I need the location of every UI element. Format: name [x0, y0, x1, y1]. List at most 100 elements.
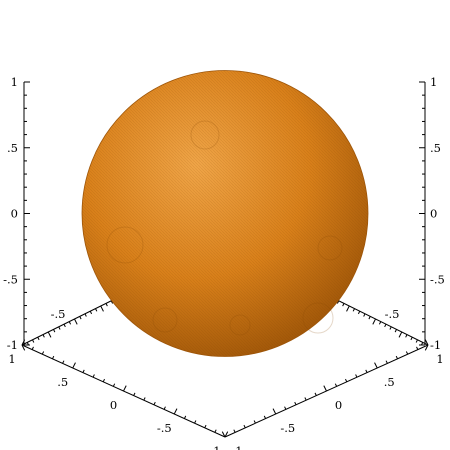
- x-tick: [82, 369, 85, 373]
- y-tick: [294, 401, 297, 406]
- y-tick: [284, 406, 287, 410]
- y-tick: [424, 339, 429, 346]
- x-back-tick: [74, 318, 78, 325]
- x-back-tick: [100, 305, 104, 312]
- x-tick: [102, 378, 105, 383]
- y-tick: [345, 378, 348, 383]
- y-tick: [263, 415, 267, 419]
- y-tick: [355, 374, 358, 378]
- y-tick: [243, 424, 246, 429]
- x-back-tick: [21, 344, 26, 351]
- y-back-tick: [368, 316, 371, 320]
- x-tick: [62, 360, 65, 364]
- x-back-tick: [79, 316, 82, 320]
- x-tick: [21, 339, 26, 346]
- y-back-tick: [389, 326, 392, 330]
- y-tick: [304, 397, 307, 401]
- y-back-tick: [346, 305, 350, 312]
- y-back-tick: [352, 308, 355, 312]
- x-tick: [92, 374, 95, 378]
- x-back-tick: [105, 303, 108, 307]
- sphere-moire-ring: [317, 235, 343, 261]
- y-tick-label: 0: [335, 398, 342, 412]
- y-back-tick: [410, 336, 413, 341]
- y-tick: [233, 429, 236, 433]
- z-tick-label-right: -.5: [430, 272, 445, 286]
- x-tick: [224, 431, 229, 438]
- z-tick-label-left: -.5: [3, 272, 18, 286]
- x-tick: [214, 429, 217, 433]
- x-back-tick: [63, 323, 66, 328]
- y-tick: [253, 420, 256, 424]
- x-back-tick: [47, 331, 52, 338]
- x-back-tick: [110, 300, 114, 304]
- x-tick: [123, 385, 127, 392]
- x-tick: [153, 401, 156, 406]
- x-tick-label: -1: [209, 444, 220, 450]
- z-tick-label-left: .5: [7, 141, 18, 155]
- y-back-tick: [357, 310, 361, 315]
- z-tick-label-right: 0: [430, 207, 437, 221]
- y-tick: [374, 362, 378, 369]
- x-tick: [72, 362, 76, 369]
- y-tick-label: 1: [436, 352, 443, 366]
- y-back-tick: [384, 323, 387, 328]
- y-back-tick: [405, 334, 408, 338]
- x-back-tick: [42, 334, 45, 338]
- x-back-tick: [53, 329, 56, 333]
- y-back-tick: [336, 300, 340, 304]
- sphere-layer: [81, 70, 369, 357]
- z-tick-label-right: -1: [430, 338, 441, 352]
- x-back-tick: [26, 342, 30, 346]
- sphere-moire-ring: [106, 226, 144, 264]
- x-back-tick: [32, 339, 35, 343]
- y-tick: [314, 392, 317, 396]
- x-tick: [133, 392, 136, 396]
- x-tick: [52, 355, 55, 360]
- x-tick: [173, 408, 178, 415]
- x-back-tick: [89, 310, 93, 315]
- y-tick: [385, 360, 388, 364]
- y-tick-label: -1: [231, 444, 242, 450]
- y-back-tick: [394, 329, 397, 333]
- x-tick-label: -.5: [157, 421, 172, 435]
- sphere-moire-ring: [152, 307, 178, 333]
- y-back-tick: [363, 313, 366, 317]
- sphere-moire-ring: [229, 314, 251, 336]
- y-back-tick: [424, 344, 429, 351]
- y-back-tick: [372, 318, 376, 325]
- z-tick-label-left: 1: [11, 75, 18, 89]
- x-tick-label: 1: [8, 352, 15, 366]
- x-tick: [163, 406, 166, 410]
- z-tick-label-right: .5: [430, 141, 441, 155]
- z-tick-label-left: -1: [7, 338, 18, 352]
- x-tick: [204, 424, 207, 429]
- y-back-tick-label: -.5: [385, 307, 400, 321]
- y-tick: [221, 431, 226, 438]
- x-tick: [183, 415, 187, 419]
- y-tick: [334, 383, 338, 387]
- z-tick-label-right: 1: [430, 75, 437, 89]
- x-tick: [112, 383, 116, 387]
- x-tick: [194, 420, 197, 424]
- y-tick: [416, 346, 419, 350]
- z-tick-label-left: 0: [11, 207, 18, 221]
- y-tick: [395, 355, 398, 360]
- y-back-tick: [342, 303, 345, 307]
- x-back-tick: [68, 321, 72, 325]
- y-tick: [405, 351, 409, 355]
- y-back-tick: [378, 321, 382, 325]
- x-back-tick-label: -.5: [51, 307, 66, 321]
- x-back-tick: [84, 313, 87, 317]
- y-tick: [272, 408, 277, 415]
- y-tick-label: .5: [384, 375, 395, 389]
- sphere-mesh-texture: [82, 70, 368, 357]
- x-back-tick: [95, 308, 98, 312]
- x-back-tick: [58, 326, 61, 330]
- y-tick: [365, 369, 368, 373]
- y-tick: [323, 385, 327, 392]
- sphere-moire-ring: [302, 302, 334, 334]
- sphere-moire-ring: [190, 120, 220, 150]
- x-tick: [143, 397, 146, 401]
